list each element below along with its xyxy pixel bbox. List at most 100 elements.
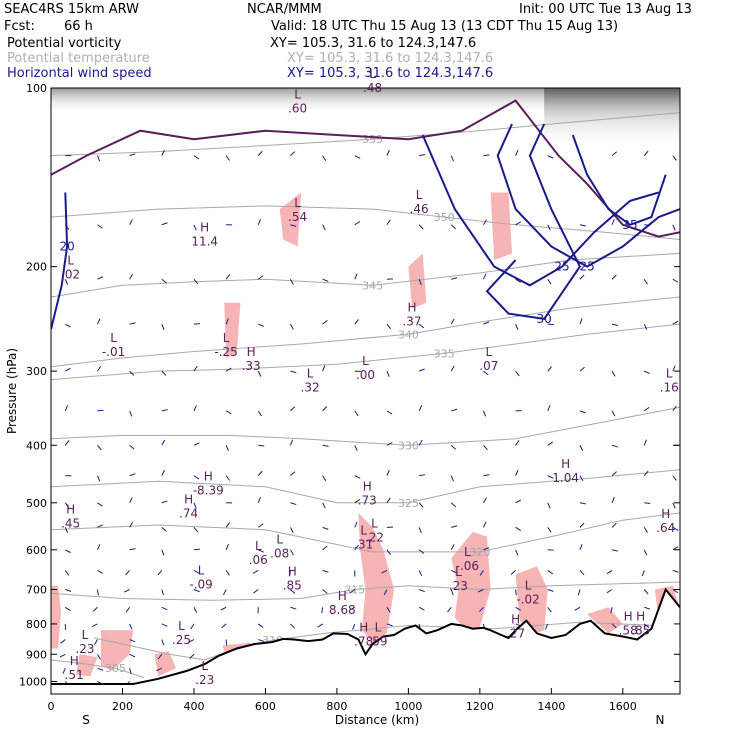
wind-vector — [123, 589, 130, 593]
wind-vector — [59, 653, 66, 658]
field-name-pv: Potential vorticity — [7, 36, 122, 51]
wind-vector — [257, 150, 263, 156]
wind-vector — [643, 589, 649, 595]
wind-vector — [65, 323, 71, 328]
extremum-value-label: .25 — [172, 633, 191, 647]
wind-vector — [643, 623, 650, 628]
wind-vector — [225, 274, 231, 280]
wind-speed-label: 25 — [554, 260, 569, 274]
wind-vector — [643, 278, 648, 285]
x-axis-title: Distance (km) — [335, 713, 419, 727]
extremum-type-label: L — [255, 539, 262, 553]
extremum-type-label: L — [82, 628, 89, 642]
x-tick-label: 200 — [112, 700, 133, 713]
wind-vector — [253, 589, 259, 594]
wind-vector — [418, 549, 425, 554]
y-tick-label: 900 — [26, 648, 47, 661]
theta-contour-label: 305 — [105, 662, 126, 675]
extremum-type-label: L — [294, 88, 301, 102]
wind-vector — [188, 639, 195, 643]
extremum-value-label: .54 — [288, 210, 307, 224]
wind-vector — [225, 445, 229, 451]
wind-vector — [193, 442, 200, 446]
extremum-value-label: .58 — [619, 623, 638, 637]
wind-vector — [354, 273, 358, 280]
wind-speed-label: 30 — [537, 312, 552, 326]
wind-vector — [64, 279, 69, 285]
wind-vector — [515, 221, 522, 226]
wind-vector — [547, 155, 554, 159]
extremum-value-label: 8.68 — [329, 603, 356, 617]
pv-positive-area — [490, 192, 512, 261]
extremum-value-label: .23 — [75, 642, 94, 656]
extremum-type-label: L — [362, 354, 369, 368]
extremum-value-label: -.02 — [516, 592, 539, 606]
extremum-value-label: .06 — [249, 553, 268, 567]
wind-vector — [94, 639, 98, 646]
extremum-type-label: H — [624, 609, 633, 623]
extremum-type-label: H — [363, 479, 372, 493]
wind-vector — [574, 606, 581, 611]
y-tick-label: 300 — [26, 365, 47, 378]
wind-vector — [611, 274, 617, 280]
wind-vector — [97, 569, 103, 574]
x-tick-label: 0 — [48, 700, 55, 713]
extremum-type-label: H — [338, 589, 347, 603]
wind-vector — [354, 319, 359, 325]
wind-vector — [482, 273, 487, 280]
extremum-value-label: .51 — [65, 668, 84, 682]
wind-vector — [322, 475, 327, 482]
wind-vector — [450, 475, 454, 482]
wind-vector — [418, 323, 425, 329]
wind-vector — [349, 589, 356, 594]
wind-vector — [65, 606, 71, 612]
wind-vector — [97, 409, 104, 412]
theta-contour-line — [51, 659, 145, 678]
extremum-type-label: H — [661, 507, 670, 521]
wind-vector — [547, 224, 551, 231]
extremum-value-label: .59 — [368, 634, 387, 648]
wind-vector — [64, 527, 69, 534]
extremum-value-label: .73 — [358, 493, 377, 507]
wind-vector — [258, 323, 265, 327]
wind-vector — [225, 410, 232, 415]
wind-vector — [225, 318, 229, 325]
dynamic-tropopause-line — [51, 99, 680, 238]
y-tick-label: 100 — [26, 82, 47, 95]
wind-vector — [386, 607, 391, 613]
wind-vector — [419, 154, 426, 157]
wind-vector — [643, 527, 648, 533]
wind-vector — [225, 155, 230, 161]
wind-vector — [451, 277, 458, 280]
wind-vector — [257, 275, 264, 280]
wind-vector — [258, 639, 265, 642]
wind-vector — [579, 570, 585, 576]
wind-vector — [386, 623, 393, 627]
extremum-value-label: -8.39 — [193, 483, 224, 497]
wind-vector — [225, 522, 231, 528]
wind-vector — [161, 470, 165, 476]
extremum-value-label: .78 — [354, 634, 373, 648]
wind-vector — [129, 410, 133, 417]
wind-vector — [386, 149, 390, 156]
wind-vector — [161, 606, 168, 611]
wind-speed-label: 25 — [579, 260, 594, 274]
wind-vector — [672, 546, 679, 551]
wind-speed-contour — [485, 123, 582, 320]
wind-vector — [290, 278, 294, 285]
wind-vector — [289, 439, 294, 446]
wind-vector — [483, 474, 490, 477]
wind-vector — [450, 589, 454, 596]
wind-vector — [161, 222, 168, 226]
wind-vector — [290, 151, 296, 156]
wind-speed-label: 20 — [59, 240, 74, 254]
extremum-value-label: .74 — [179, 506, 198, 520]
wind-vector — [418, 606, 425, 611]
wind-vector — [193, 569, 200, 574]
wind-vector — [97, 524, 104, 528]
extremum-type-label: L — [201, 659, 208, 673]
wind-vector — [252, 569, 259, 574]
theta-contour-label: 350 — [434, 211, 455, 224]
wind-vector — [386, 469, 390, 476]
